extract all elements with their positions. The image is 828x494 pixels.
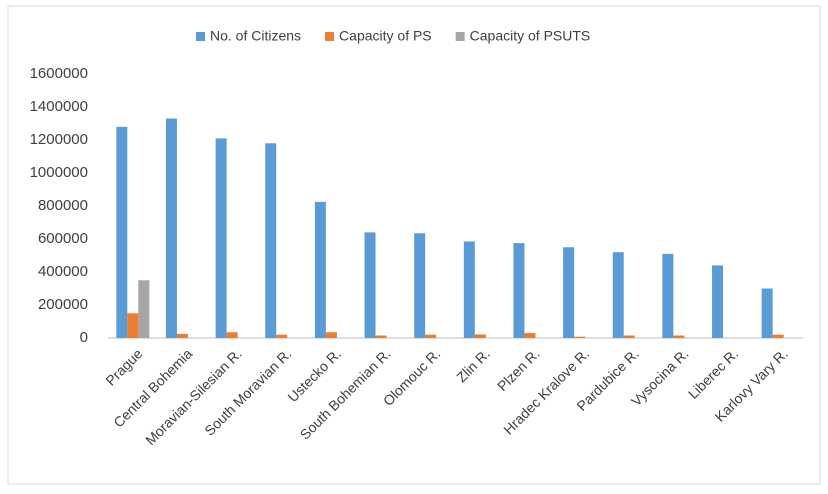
bar	[226, 332, 238, 338]
bar	[574, 336, 586, 338]
bar	[563, 247, 575, 338]
bar	[761, 288, 773, 338]
bar	[662, 253, 674, 338]
bar	[673, 335, 685, 338]
bar	[623, 335, 635, 338]
bar	[325, 332, 337, 338]
legend-label: No. of Citizens	[210, 28, 301, 44]
bar	[612, 252, 624, 338]
bar	[314, 201, 326, 338]
y-tick-label: 1200000	[30, 131, 88, 148]
bar	[513, 243, 525, 338]
y-tick-label: 600000	[38, 230, 88, 247]
bar	[524, 333, 536, 338]
y-tick-label: 1400000	[30, 98, 88, 115]
bar	[176, 333, 188, 338]
bar	[474, 334, 486, 338]
bar	[215, 138, 227, 338]
bar	[127, 313, 139, 338]
bar	[276, 334, 288, 338]
bar	[165, 118, 177, 338]
y-tick-label: 800000	[38, 197, 88, 214]
bar	[364, 232, 376, 338]
y-tick-label: 1000000	[30, 164, 88, 181]
bar	[116, 126, 128, 338]
bar	[463, 241, 475, 338]
bar	[138, 280, 150, 338]
bar	[425, 334, 437, 338]
y-tick-label: 0	[80, 329, 88, 346]
legend-swatch	[196, 32, 205, 41]
bar	[772, 334, 784, 338]
bar	[712, 265, 724, 338]
bar	[414, 233, 426, 338]
legend-label: Capacity of PSUTS	[470, 28, 591, 44]
legend-swatch	[325, 32, 335, 41]
y-tick-label: 1600000	[30, 65, 88, 82]
y-tick-label: 400000	[38, 263, 88, 280]
bar	[265, 143, 277, 338]
legend-swatch	[455, 32, 465, 41]
legend-label: Capacity of PS	[339, 28, 432, 44]
chart-border	[7, 5, 821, 485]
y-tick-label: 200000	[38, 296, 88, 313]
bar	[375, 335, 387, 338]
